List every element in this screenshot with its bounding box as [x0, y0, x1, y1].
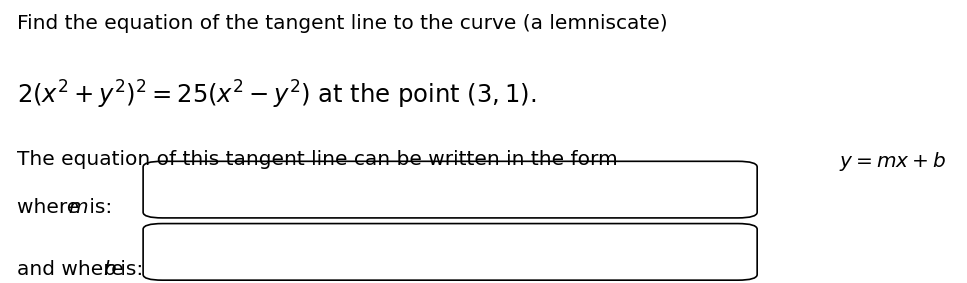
Text: Find the equation of the tangent line to the curve (a lemniscate): Find the equation of the tangent line to…	[17, 14, 668, 33]
Text: $2(x^2 + y^2)^2 = 25(x^2 - y^2)$ at the point $(3, 1).$: $2(x^2 + y^2)^2 = 25(x^2 - y^2)$ at the …	[17, 79, 537, 112]
Text: The equation of this tangent line can be written in the form: The equation of this tangent line can be…	[17, 150, 625, 169]
Text: $m$: $m$	[68, 198, 88, 217]
Text: $y = mx + b$: $y = mx + b$	[838, 150, 946, 173]
Text: is:: is:	[114, 260, 143, 279]
FancyBboxPatch shape	[143, 161, 757, 218]
Text: is:: is:	[83, 198, 112, 217]
Text: and where: and where	[17, 260, 131, 279]
FancyBboxPatch shape	[143, 224, 757, 280]
Text: $b$: $b$	[103, 260, 116, 279]
Text: where: where	[17, 198, 86, 217]
